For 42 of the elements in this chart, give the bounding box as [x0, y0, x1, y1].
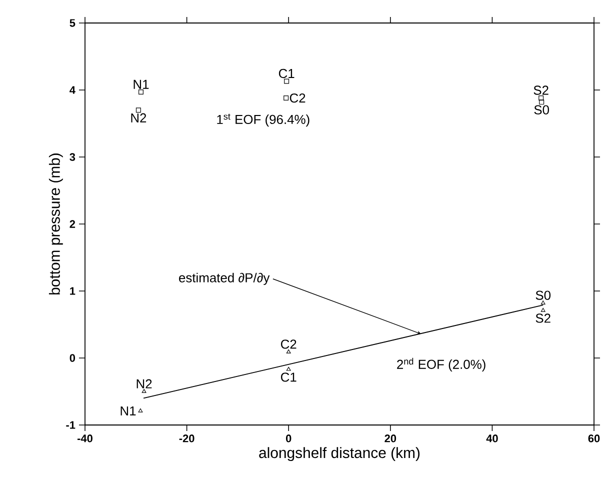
point	[138, 408, 143, 412]
annotation: 2$^{nd}$ EOF (2.0%)	[397, 358, 486, 372]
x-axis-title: alongshelf distance (km)	[259, 447, 420, 462]
annotation: N2	[136, 379, 152, 388]
point	[286, 349, 291, 354]
annotation: S0	[534, 105, 549, 114]
annotation: N1	[120, 406, 136, 416]
annotation: S2	[534, 86, 548, 95]
y-tick-label: 2	[70, 220, 76, 228]
annotation: C1	[278, 68, 294, 78]
annotation: C2	[280, 340, 296, 349]
point	[142, 389, 146, 393]
annotation: C2	[290, 93, 306, 103]
x-tick-label: 40	[486, 434, 498, 442]
y-tick-label: 1	[70, 287, 76, 295]
annotation: 1$^{st}$ EOF (96.4%)	[217, 114, 310, 127]
y-tick-label: -1	[66, 421, 76, 429]
y-tick-label: 0	[70, 354, 76, 362]
point	[284, 96, 289, 101]
annotation: S0	[536, 290, 551, 300]
y-tick-label: 3	[70, 153, 76, 161]
y-axis-title: bottom pressure (mb)	[48, 154, 63, 294]
annotation: N1	[134, 80, 149, 89]
annotation: S2	[536, 314, 550, 323]
point	[539, 100, 544, 105]
x-tick-label: -40	[78, 434, 92, 442]
point	[136, 108, 141, 113]
point	[138, 90, 144, 95]
point	[540, 308, 546, 312]
point	[284, 78, 290, 84]
annotation: C1	[280, 372, 296, 382]
x-tick-label: -20	[179, 434, 194, 442]
y-tick-label: 5	[70, 19, 76, 27]
y-tick-label: 4	[70, 86, 76, 94]
annotation: estimated ∂P/∂y	[179, 272, 270, 285]
point	[540, 300, 546, 304]
x-tick-label: 60	[588, 434, 600, 442]
x-tick-label: 20	[384, 434, 396, 442]
annotation: N2	[131, 113, 146, 122]
x-tick-label: 0	[286, 434, 292, 442]
point	[286, 366, 291, 371]
point	[538, 96, 544, 101]
